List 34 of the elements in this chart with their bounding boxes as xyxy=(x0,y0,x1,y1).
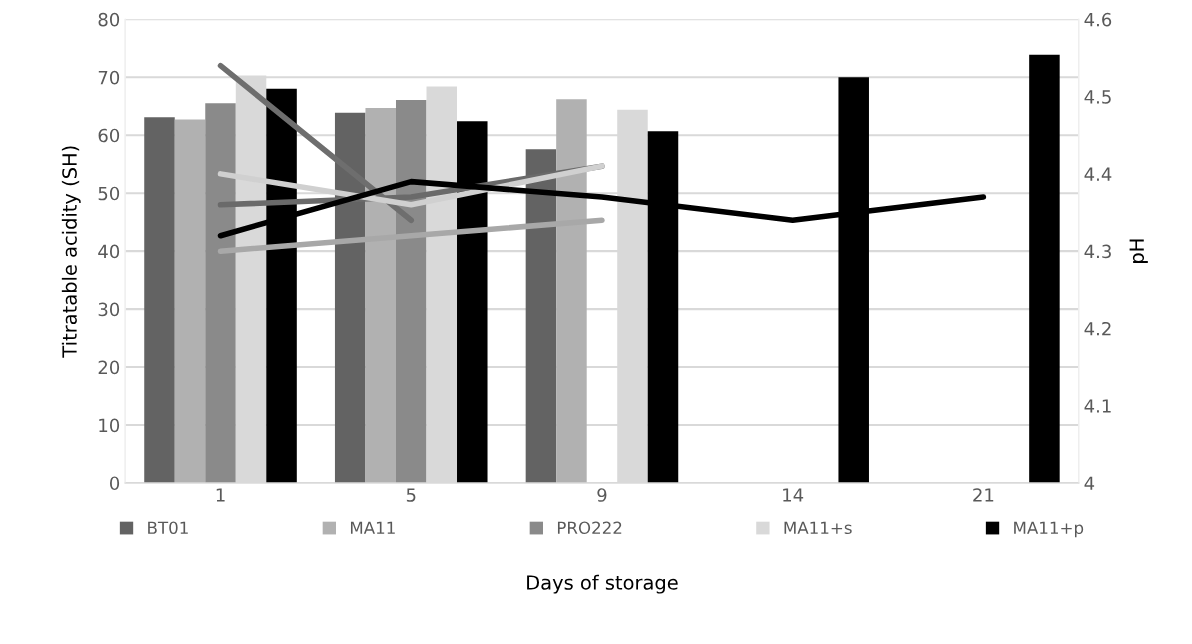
legend-label: MA11+s xyxy=(784,521,852,535)
y2-tick-label: 4.4 xyxy=(1084,167,1112,181)
y-tick-label: 20 xyxy=(98,360,120,375)
bar xyxy=(205,103,236,483)
y-tick-label: 40 xyxy=(98,244,120,259)
legend-label: PRO222 xyxy=(557,521,622,535)
legend-label: MA11+p xyxy=(1014,521,1084,538)
bar xyxy=(395,99,427,483)
y2-tick-label: 4.3 xyxy=(1084,244,1111,259)
legend-label: MA11 xyxy=(350,521,395,534)
x-tick-label: 9 xyxy=(597,488,607,502)
bar xyxy=(144,117,175,483)
y-tick-label: 70 xyxy=(98,70,120,85)
bar xyxy=(174,119,206,483)
x-tick-label: 5 xyxy=(406,488,416,502)
y2-tick-label: 4.6 xyxy=(1084,12,1112,27)
y-tick-label: 80 xyxy=(98,12,120,27)
y-axis-title: Titratable acidity (SH) xyxy=(61,146,81,358)
y-tick-label: 60 xyxy=(98,128,120,143)
y-tick-label: 10 xyxy=(99,418,120,433)
x-tick-label: 21 xyxy=(973,488,994,502)
x-tick-label: 1 xyxy=(216,488,225,502)
y2-tick-label: 4.2 xyxy=(1084,321,1111,336)
x-axis-title: Days of storage xyxy=(527,574,678,594)
y-tick-label: 50 xyxy=(98,186,120,201)
x-tick-label: 14 xyxy=(783,488,804,502)
legend-label: BT01 xyxy=(148,521,188,535)
y2-tick-label: 4 xyxy=(1084,476,1095,490)
y2-tick-label: 4.1 xyxy=(1084,399,1111,413)
y2-axis-title: pH xyxy=(1129,239,1148,263)
y2-tick-label: 4.5 xyxy=(1084,90,1111,104)
bar xyxy=(1029,54,1060,483)
y-tick-label: 0 xyxy=(110,476,120,491)
y-tick-label: 30 xyxy=(98,302,120,317)
